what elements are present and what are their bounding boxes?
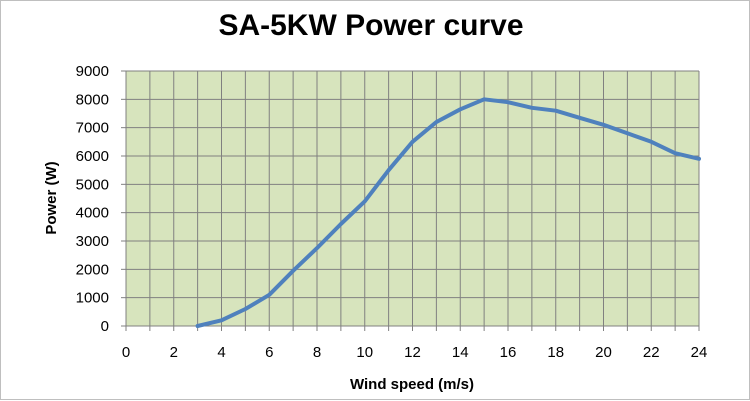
data-point: [387, 168, 391, 172]
data-point: [673, 151, 677, 155]
x-axis-label: Wind speed (m/s): [350, 376, 474, 393]
y-tick-label: 4000: [76, 205, 109, 222]
power-curve-line: [195, 97, 701, 328]
x-axis-ticks: 0 2 4 6 8 10 12 14 16 18 20 22 24: [122, 326, 708, 361]
x-tick-label: 22: [643, 344, 660, 361]
data-point: [411, 140, 414, 144]
data-point: [315, 246, 319, 250]
data-point: [434, 120, 438, 124]
data-point: [267, 293, 271, 297]
data-point: [506, 100, 510, 104]
axes: [121, 71, 699, 330]
data-point: [243, 307, 247, 311]
x-tick-label: 24: [691, 344, 708, 361]
data-point: [602, 123, 605, 127]
y-tick-label: 0: [101, 318, 109, 335]
data-point: [625, 131, 629, 135]
data-point: [220, 318, 223, 322]
x-tick-label: 8: [313, 344, 321, 361]
y-tick-label: 5000: [76, 176, 109, 193]
data-point: [339, 222, 343, 226]
data-point: [458, 107, 462, 111]
x-tick-label: 10: [356, 344, 373, 361]
data-point: [697, 157, 701, 161]
data-point: [578, 116, 582, 120]
x-tick-label: 2: [170, 344, 178, 361]
y-tick-label: 9000: [76, 63, 109, 80]
data-point: [554, 109, 558, 113]
x-tick-label: 18: [547, 344, 564, 361]
y-axis-ticks: 0 1000 2000 3000 4000 5000 6000 7000 8000 9000: [76, 63, 126, 335]
x-tick-label: 12: [404, 344, 421, 361]
x-tick-label: 14: [452, 344, 469, 361]
data-point: [482, 97, 486, 101]
x-tick-label: 6: [265, 344, 273, 361]
y-tick-label: 1000: [76, 290, 109, 307]
x-tick-label: 20: [595, 344, 612, 361]
data-point: [649, 140, 653, 144]
series-group: [195, 97, 701, 328]
y-tick-label: 3000: [76, 233, 109, 250]
y-tick-label: 2000: [76, 261, 109, 278]
data-point: [530, 106, 534, 110]
x-tick-label: 0: [122, 344, 130, 361]
y-axis-label: Power (W): [43, 161, 60, 234]
data-point: [196, 324, 200, 328]
x-tick-label: 16: [500, 344, 517, 361]
data-point: [291, 269, 295, 273]
y-tick-label: 6000: [76, 148, 109, 165]
x-tick-label: 4: [217, 344, 225, 361]
y-tick-label: 7000: [76, 120, 109, 137]
chart-title: SA-5KW Power curve: [218, 9, 523, 42]
data-point: [363, 199, 367, 203]
y-tick-label: 8000: [76, 91, 109, 108]
